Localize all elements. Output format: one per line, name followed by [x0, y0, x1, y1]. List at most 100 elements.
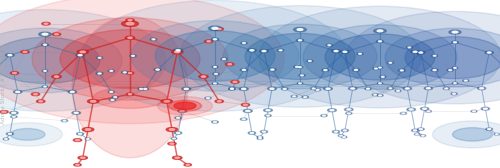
Circle shape	[174, 49, 182, 52]
Circle shape	[208, 26, 222, 31]
Circle shape	[296, 39, 304, 41]
Circle shape	[244, 109, 252, 112]
Circle shape	[414, 130, 416, 131]
Circle shape	[214, 66, 216, 67]
Circle shape	[21, 51, 29, 53]
Circle shape	[82, 128, 94, 132]
Circle shape	[90, 100, 96, 102]
Circle shape	[230, 88, 234, 89]
Circle shape	[126, 22, 134, 25]
Circle shape	[172, 138, 176, 139]
Circle shape	[341, 136, 347, 138]
Circle shape	[452, 128, 492, 141]
Circle shape	[218, 101, 221, 102]
Circle shape	[161, 99, 172, 103]
Circle shape	[400, 112, 406, 114]
Circle shape	[242, 119, 245, 120]
Circle shape	[478, 87, 486, 90]
Circle shape	[126, 19, 134, 22]
Circle shape	[433, 55, 436, 56]
Circle shape	[260, 50, 268, 53]
Circle shape	[150, 38, 157, 40]
Circle shape	[44, 44, 46, 45]
Circle shape	[262, 50, 266, 52]
Circle shape	[379, 83, 381, 84]
Circle shape	[140, 88, 142, 89]
Circle shape	[321, 115, 327, 117]
Ellipse shape	[259, 6, 500, 108]
Circle shape	[86, 129, 90, 130]
Circle shape	[480, 88, 484, 89]
Circle shape	[343, 51, 347, 52]
Circle shape	[447, 69, 454, 71]
Circle shape	[132, 55, 134, 56]
Circle shape	[365, 88, 371, 90]
Circle shape	[42, 44, 48, 46]
Circle shape	[242, 69, 246, 70]
Circle shape	[248, 132, 256, 134]
Circle shape	[268, 68, 276, 71]
Circle shape	[204, 40, 213, 43]
Circle shape	[332, 50, 340, 53]
Circle shape	[174, 102, 196, 110]
Circle shape	[258, 137, 262, 138]
Circle shape	[39, 101, 42, 102]
Ellipse shape	[155, 31, 275, 81]
Circle shape	[270, 88, 274, 89]
Circle shape	[174, 51, 180, 53]
Circle shape	[128, 37, 132, 38]
Circle shape	[42, 33, 48, 35]
Circle shape	[332, 131, 340, 133]
Circle shape	[126, 72, 134, 74]
Circle shape	[389, 62, 392, 63]
Circle shape	[23, 51, 27, 53]
Circle shape	[32, 93, 40, 96]
Circle shape	[244, 104, 248, 106]
Circle shape	[388, 87, 394, 89]
Ellipse shape	[0, 37, 100, 83]
Circle shape	[138, 88, 144, 90]
Circle shape	[352, 69, 360, 71]
Circle shape	[389, 88, 392, 89]
Circle shape	[229, 88, 235, 90]
Circle shape	[168, 100, 202, 111]
Circle shape	[10, 72, 18, 74]
Circle shape	[324, 70, 327, 71]
Circle shape	[10, 129, 45, 140]
Circle shape	[380, 76, 386, 78]
Circle shape	[218, 28, 221, 30]
Circle shape	[334, 131, 338, 132]
Circle shape	[96, 72, 103, 75]
Circle shape	[374, 29, 386, 33]
Circle shape	[346, 112, 352, 114]
Circle shape	[8, 55, 12, 56]
Circle shape	[221, 58, 227, 60]
Circle shape	[340, 135, 342, 136]
Circle shape	[379, 67, 381, 68]
Circle shape	[126, 93, 134, 95]
Circle shape	[2, 111, 6, 113]
Circle shape	[378, 82, 382, 84]
Circle shape	[408, 47, 411, 48]
Circle shape	[77, 50, 88, 54]
Circle shape	[176, 117, 180, 118]
Circle shape	[174, 132, 182, 134]
Circle shape	[416, 51, 425, 54]
Circle shape	[472, 111, 476, 112]
Circle shape	[229, 88, 235, 90]
Circle shape	[398, 69, 405, 72]
Circle shape	[248, 49, 256, 52]
Circle shape	[172, 50, 183, 54]
Circle shape	[452, 67, 458, 69]
Circle shape	[212, 66, 218, 68]
Circle shape	[76, 164, 79, 165]
Ellipse shape	[345, 11, 500, 104]
Circle shape	[207, 41, 210, 42]
Circle shape	[212, 38, 218, 40]
Circle shape	[171, 138, 177, 139]
Circle shape	[265, 115, 271, 117]
Circle shape	[328, 45, 330, 46]
Circle shape	[395, 90, 401, 92]
Circle shape	[452, 93, 456, 94]
Circle shape	[175, 157, 180, 158]
